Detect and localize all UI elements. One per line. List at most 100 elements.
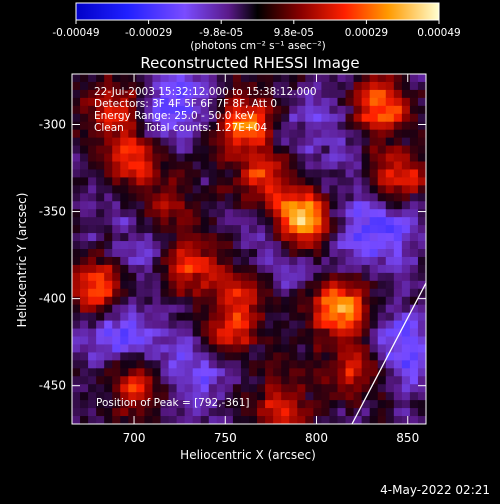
- heatmap-cell: [184, 145, 194, 154]
- heatmap-cell: [313, 392, 322, 401]
- heatmap-cell: [369, 121, 379, 131]
- heatmap-cell: [297, 376, 306, 385]
- heatmap-cell: [72, 225, 81, 234]
- heatmap-cell: [112, 264, 121, 274]
- heatmap-cell: [337, 153, 346, 162]
- heatmap-cell: [329, 352, 338, 361]
- heatmap-cell: [160, 129, 169, 139]
- heatmap-cell: [240, 113, 250, 123]
- heatmap-cell: [128, 209, 137, 218]
- heatmap-cell: [200, 304, 210, 314]
- heatmap-cell: [289, 193, 298, 202]
- heatmap-cell: [96, 249, 105, 258]
- heatmap-cell: [313, 264, 322, 274]
- heatmap-cell: [136, 81, 145, 91]
- heatmap-cell: [289, 312, 298, 321]
- heatmap-cell: [257, 185, 266, 194]
- heatmap-cell: [313, 201, 322, 210]
- heatmap-cell: [160, 121, 169, 131]
- heatmap-cell: [160, 105, 169, 115]
- heatmap-cell: [240, 105, 250, 115]
- heatmap-cell: [160, 241, 169, 250]
- heatmap-cell: [128, 280, 137, 290]
- heatmap-cell: [369, 201, 379, 210]
- heatmap-cell: [96, 408, 105, 417]
- heatmap-cell: [232, 400, 242, 409]
- heatmap-cell: [249, 233, 258, 242]
- heatmap-cell: [297, 312, 306, 321]
- heatmap-cell: [353, 344, 363, 353]
- heatmap-cell: [393, 241, 403, 250]
- heatmap-cell: [80, 368, 89, 377]
- heatmap-cell: [208, 241, 218, 250]
- heatmap-cell: [224, 193, 234, 202]
- heatmap-cell: [337, 249, 346, 258]
- heatmap-cell: [152, 177, 161, 186]
- heatmap-cell: [208, 153, 218, 162]
- heatmap-cell: [329, 193, 338, 202]
- heatmap-cell: [417, 344, 427, 353]
- heatmap-cell: [80, 177, 89, 186]
- heatmap-cell: [80, 233, 89, 242]
- heatmap-cell: [104, 97, 113, 107]
- heatmap-cell: [88, 312, 97, 321]
- heatmap-cell: [417, 105, 427, 115]
- heatmap-cell: [305, 74, 314, 83]
- heatmap-cell: [112, 408, 121, 417]
- heatmap-cell: [393, 81, 403, 91]
- heatmap-cell: [120, 368, 129, 377]
- heatmap-cell: [208, 145, 218, 154]
- heatmap-cell: [289, 344, 298, 353]
- heatmap-cell: [72, 249, 81, 258]
- heatmap-cell: [329, 241, 338, 250]
- heatmap-cell: [305, 376, 314, 385]
- heatmap-cell: [120, 129, 129, 139]
- heatmap-cell: [313, 360, 322, 369]
- heatmap-cell: [88, 217, 97, 226]
- heatmap-cell: [144, 201, 153, 210]
- heatmap-cell: [224, 344, 234, 353]
- heatmap-cell: [80, 360, 89, 369]
- heatmap-cell: [232, 169, 242, 178]
- heatmap-cell: [417, 97, 427, 107]
- heatmap-cell: [401, 97, 411, 107]
- heatmap-cell: [281, 74, 290, 83]
- heatmap-cell: [249, 344, 258, 353]
- heatmap-cell: [96, 169, 105, 178]
- heatmap-cell: [112, 256, 121, 266]
- heatmap-cell: [321, 193, 330, 202]
- heatmap-cell: [72, 320, 81, 329]
- heatmap-cell: [240, 344, 250, 353]
- heatmap-cell: [273, 344, 282, 353]
- heatmap-cell: [160, 336, 169, 345]
- heatmap-cell: [208, 97, 218, 107]
- heatmap-cell: [112, 233, 121, 242]
- heatmap-cell: [144, 296, 153, 306]
- heatmap-cell: [240, 217, 250, 226]
- heatmap-cell: [249, 129, 258, 139]
- heatmap-cell: [160, 249, 169, 258]
- heatmap-cell: [136, 233, 145, 242]
- heatmap-cell: [305, 169, 314, 178]
- heatmap-cell: [96, 113, 105, 123]
- heatmap-cell: [176, 256, 186, 266]
- heatmap-cell: [401, 320, 411, 329]
- heatmap-cell: [176, 304, 186, 314]
- heatmap-cell: [160, 137, 169, 146]
- heatmap-cell: [297, 121, 306, 131]
- heatmap-cell: [96, 74, 105, 83]
- heatmap-cell: [305, 145, 314, 154]
- heatmap-cell: [369, 368, 379, 377]
- heatmap-cell: [361, 408, 371, 417]
- heatmap-cell: [200, 296, 210, 306]
- heatmap-cell: [249, 137, 258, 146]
- heatmap-cell: [361, 288, 371, 298]
- heatmap-cell: [273, 129, 282, 139]
- heatmap-cell: [216, 336, 226, 345]
- heatmap-cell: [257, 328, 266, 337]
- heatmap-cell: [385, 376, 395, 385]
- heatmap-cell: [329, 233, 338, 242]
- heatmap-cell: [128, 121, 137, 131]
- heatmap-cell: [176, 416, 186, 425]
- heatmap-cell: [385, 89, 395, 99]
